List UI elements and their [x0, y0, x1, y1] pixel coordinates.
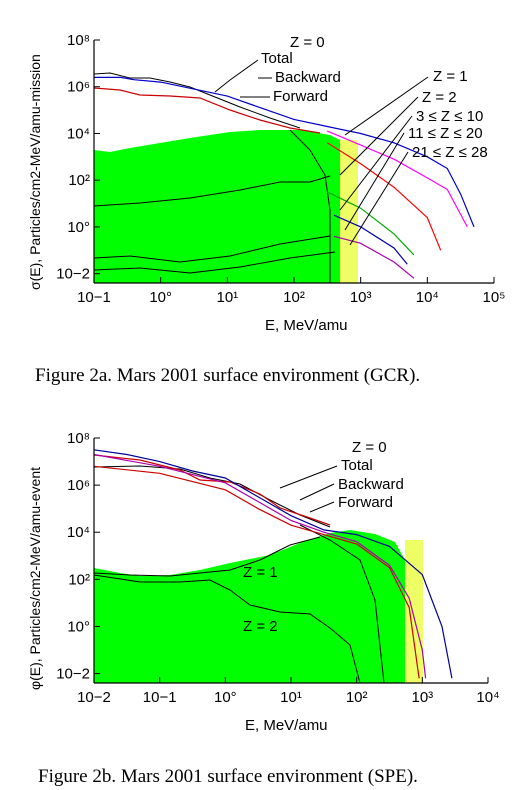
- curve-backward-gcr: [93, 72, 301, 129]
- series-line-spe-0: [93, 449, 453, 679]
- series-line-spe-2: [93, 465, 420, 679]
- curve-z11-inner-gcr: [93, 251, 336, 274]
- x-tick-label-spe-4: 10²: [346, 689, 368, 706]
- annotation-z0-spe: Z = 0: [352, 439, 387, 456]
- series-line-gcr-3: [327, 191, 415, 256]
- leader-z3-gcr: [339, 115, 413, 211]
- curve-forward-gcr: [93, 87, 321, 134]
- chart-gcr: 10−1 10° 10¹ 10² 10³ 10⁴ 10⁵ 10−2 10° 10² 10⁴ 10⁶ 10…: [27, 32, 505, 386]
- annotation-forward-gcr: Forward: [273, 88, 328, 105]
- x-tick-label-gcr-2: 10¹: [216, 289, 238, 306]
- curve-z2-inner-spe: [93, 574, 361, 684]
- annotation-z2-gcr: Z = 2: [422, 89, 457, 106]
- y-tick-label-spe-5: 10⁸: [67, 430, 90, 447]
- curve-cutoff-spe: [299, 524, 385, 684]
- leader-z11-gcr: [344, 132, 405, 231]
- y-tick-label-gcr-3: 10⁴: [67, 125, 90, 142]
- series-line-gcr-2: [326, 142, 442, 251]
- x-axis-title-gcr: E, MeV/amu: [265, 317, 348, 334]
- caption-spe: Figure 2b. Mars 2001 surface environment…: [38, 766, 418, 787]
- x-tick-label-gcr-5: 10⁴: [416, 289, 439, 306]
- caption-gcr: Figure 2a. Mars 2001 surface environment…: [35, 365, 420, 386]
- leader-z21-gcr: [349, 151, 409, 246]
- ticks-spe: 10−2 10−1 10° 10¹ 10² 10³ 10⁴ 10−2 10° 10² 10⁴ 10⁶ 1…: [56, 430, 499, 706]
- annotation-z0-gcr: Z = 0: [290, 34, 325, 51]
- x-tick-label-gcr-1: 10°: [149, 289, 172, 306]
- x-tick-label-spe-6: 10⁴: [476, 689, 499, 706]
- y-tick-label-gcr-2: 10²: [68, 172, 90, 189]
- series-group-spe: [93, 449, 453, 679]
- series-group-gcr: [94, 76, 475, 279]
- curve-z2-inner-gcr: [93, 175, 331, 207]
- x-tick-label-gcr-6: 10⁵: [483, 289, 506, 306]
- series-line-gcr-0: [94, 76, 475, 228]
- curve-backward-spe: [93, 454, 331, 526]
- annotation-total-gcr: Total: [261, 50, 293, 67]
- x-tick-label-spe-3: 10¹: [280, 689, 302, 706]
- band-yellow-gcr: [340, 140, 358, 283]
- annotation-z3-10-gcr: 3 ≤ Z ≤ 10: [416, 108, 483, 125]
- annotation-z1-gcr: Z = 1: [433, 68, 468, 85]
- leader-z1-gcr: [344, 76, 429, 136]
- band-yellow-spe: [405, 540, 423, 683]
- annotation-z2-spe: Z = 2: [243, 618, 278, 635]
- curve-cutoff-gcr: [289, 129, 331, 283]
- y-tick-label-gcr-5: 10⁸: [67, 32, 90, 49]
- band-green-spe: [94, 530, 405, 683]
- annotation-forward-spe: Forward: [338, 494, 393, 511]
- x-axis-title-spe: E, MeV/amu: [245, 717, 328, 734]
- y-tick-label-gcr-0: 10−2: [56, 266, 90, 283]
- annotation-backward-spe: Backward: [338, 476, 404, 493]
- y-axis-title-gcr: σ(E), Particles/cm2-MeV/amu-mission: [27, 54, 43, 290]
- y-tick-label-gcr-4: 10⁶: [67, 79, 90, 96]
- x-tick-label-spe-1: 10−1: [143, 689, 177, 706]
- x-tick-label-gcr-0: 10−1: [77, 289, 111, 306]
- y-tick-label-spe-0: 10−2: [56, 666, 90, 683]
- y-tick-label-spe-2: 10²: [68, 571, 90, 588]
- leader-forward-spe: [309, 501, 335, 513]
- y-tick-label-spe-3: 10⁴: [67, 524, 90, 541]
- y-tick-label-gcr-1: 10°: [67, 219, 90, 236]
- leader-total-spe: [279, 465, 338, 489]
- series-line-spe-1: [93, 453, 427, 679]
- series-line-gcr-4: [333, 214, 408, 265]
- leader-z2-gcr: [339, 96, 419, 176]
- annotation-backward-gcr: Backward: [275, 69, 341, 86]
- chart-spe: 10−2 10−1 10° 10¹ 10² 10³ 10⁴ 10−2 10° 10² 10⁴ 10⁶ 1…: [27, 430, 500, 787]
- series-line-gcr-5: [333, 235, 415, 279]
- x-tick-label-spe-5: 10³: [411, 689, 433, 706]
- annotation-z11-20-gcr: 11 ≤ Z ≤ 20: [408, 125, 483, 142]
- y-tick-label-spe-1: 10°: [67, 618, 90, 635]
- x-tick-label-spe-0: 10−2: [77, 689, 111, 706]
- y-tick-label-spe-4: 10⁶: [67, 477, 90, 494]
- ticks-gcr: 10−1 10° 10¹ 10² 10³ 10⁴ 10⁵ 10−2 10° 10² 10⁴ 10⁶ 10…: [56, 32, 505, 306]
- annotation-z21-28-gcr: 21 ≤ Z ≤ 28: [412, 144, 488, 161]
- series-line-gcr-1: [327, 130, 468, 228]
- annotation-z1-spe: Z = 1: [243, 564, 278, 581]
- y-axis-title-spe: φ(E), Particles/cm2-MeV/amu-event: [27, 467, 43, 690]
- annotation-total-spe: Total: [341, 457, 373, 474]
- x-tick-label-gcr-4: 10³: [350, 289, 372, 306]
- x-tick-label-gcr-3: 10²: [283, 289, 305, 306]
- x-tick-label-spe-2: 10°: [214, 689, 237, 706]
- leader-total-gcr: [214, 59, 259, 93]
- curve-z3-inner-gcr: [93, 235, 331, 263]
- leader-backward-spe: [299, 483, 335, 501]
- curve-z1-inner-spe: [93, 536, 321, 577]
- band-green-gcr: [94, 130, 340, 283]
